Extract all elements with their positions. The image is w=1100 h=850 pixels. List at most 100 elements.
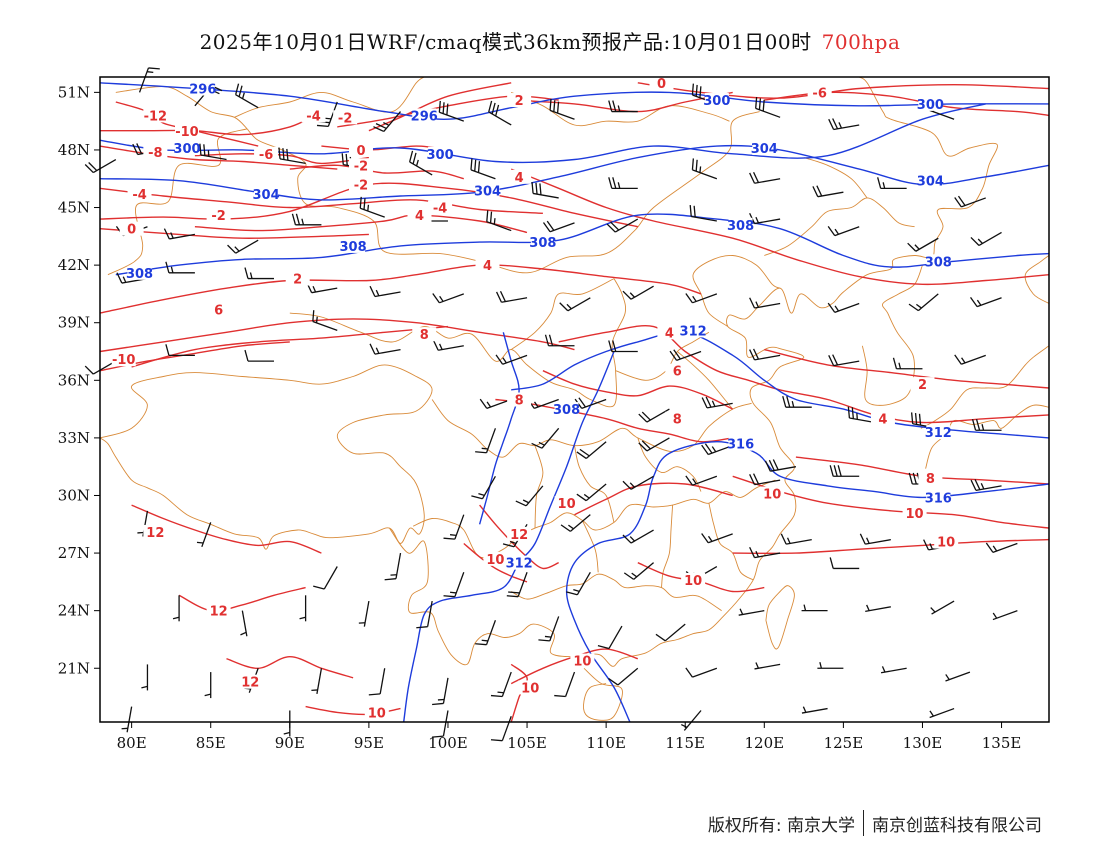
temperature-label: 4: [483, 259, 492, 274]
map-frame: [99, 76, 1050, 723]
wind-barb: [121, 706, 133, 733]
wind-barb-feather: [291, 213, 297, 225]
wind-barb-feather: [910, 412, 914, 424]
wind-barb-staff: [833, 360, 860, 367]
wind-barb-half-feather: [791, 400, 795, 408]
wind-barb: [531, 427, 560, 449]
wind-barb-feather: [488, 100, 493, 113]
wind-barb: [373, 111, 402, 133]
wind-barb-staff: [470, 169, 496, 180]
wind-barb: [438, 100, 465, 122]
temperature-label: -8: [148, 146, 162, 161]
wind-barb-feather: [227, 244, 237, 254]
wind-barb-feather: [416, 626, 428, 629]
wind-barb: [299, 595, 307, 622]
temperature-label-bg: [238, 674, 263, 689]
wind-barb-staff: [929, 707, 955, 719]
wind-barb-feather: [363, 198, 366, 210]
wind-barb: [606, 218, 639, 233]
wind-barb-half-feather: [481, 447, 488, 450]
border-line: [289, 278, 626, 408]
wind-barb-feather: [539, 183, 542, 195]
border-line: [615, 331, 710, 381]
wind-barb-feather: [471, 495, 483, 500]
wind-barb-feather: [612, 100, 617, 112]
border-line: [861, 264, 923, 406]
wind-barb-half-feather: [992, 545, 998, 552]
wind-barb-staff: [488, 111, 512, 126]
wind-barb-feather: [908, 472, 913, 485]
wind-barb-feather: [84, 365, 94, 375]
wind-barb-half-feather: [196, 541, 204, 544]
wind-barb-half-feather: [692, 295, 697, 302]
temperature-label: 10: [368, 706, 386, 721]
height-label-bg: [475, 183, 500, 198]
footer-divider: [863, 810, 864, 836]
temperature-label: 0: [657, 77, 666, 92]
lon-label: 85E: [196, 734, 226, 752]
temperature-label-bg: [918, 471, 943, 486]
height-label: 300: [703, 94, 730, 109]
wind-barb-feather: [782, 396, 787, 408]
wind-barb-staff: [834, 302, 860, 314]
wind-barb-feather: [610, 221, 620, 231]
wind-barb-half-feather: [486, 401, 492, 408]
wind-barb: [495, 354, 528, 365]
wind-barb-half-feather: [566, 303, 572, 310]
wind-barb: [409, 150, 433, 176]
wind-barb-half-feather: [631, 572, 638, 578]
height-label-bg: [174, 141, 199, 156]
wind-barb-feather: [345, 153, 348, 166]
temperature-label: 2: [918, 378, 927, 393]
lon-label: 125E: [824, 734, 864, 752]
wind-barb-staff: [754, 479, 781, 486]
wind-barb-staff: [241, 610, 248, 637]
wind-barb: [531, 182, 559, 199]
wind-barb-feather: [829, 557, 834, 569]
wind-barb-feather: [752, 348, 760, 360]
wind-barb-feather: [985, 542, 994, 553]
wind-barb-feather: [560, 524, 571, 532]
height-label-bg: [704, 93, 729, 108]
height-label: 308: [727, 219, 754, 234]
temperature-label-bg: [143, 524, 168, 539]
wind-barb: [432, 710, 449, 738]
wind-barb: [970, 296, 1002, 308]
wind-barb-half-feather: [240, 631, 247, 636]
height-label-bg: [530, 235, 555, 250]
wind-barb: [623, 562, 655, 580]
border-line: [677, 351, 734, 410]
wind-barb-feather: [764, 460, 771, 472]
temperature-label: 2: [515, 94, 524, 109]
wind-barb-feather: [556, 101, 560, 114]
wind-barb-staff: [754, 552, 781, 559]
temperature-label: -2: [211, 209, 225, 224]
wind-barb-staff: [442, 710, 449, 737]
wind-barb-staff: [581, 398, 607, 410]
temperature-contour: [479, 504, 559, 570]
lon-label: 110E: [586, 734, 626, 752]
wind-barb-feather: [432, 735, 444, 738]
border-line: [583, 667, 623, 721]
wind-barb: [359, 196, 385, 218]
wind-barb-staff: [502, 354, 528, 365]
temperature-label-bg: [412, 327, 437, 342]
wind-barb-half-feather: [509, 540, 517, 544]
wind-barb-half-feather: [755, 216, 760, 224]
wind-barb-feather: [622, 534, 632, 544]
wind-barb-staff: [961, 197, 986, 208]
height-label: 308: [339, 240, 366, 255]
lon-label: 90E: [275, 734, 305, 752]
wind-barb-half-feather: [146, 71, 154, 73]
height-label: 308: [529, 236, 556, 251]
temperature-contour: [764, 348, 1050, 389]
wind-barb-feather: [701, 444, 709, 455]
wind-barb-staff: [454, 514, 465, 540]
wind-barb-feather: [851, 407, 854, 419]
wind-barb-feather: [816, 185, 823, 197]
wind-barb-staff: [485, 620, 497, 645]
wind-barb-feather: [638, 413, 648, 423]
wind-barb-staff: [383, 111, 402, 132]
wind-barb-staff: [692, 667, 718, 678]
wind-barb-feather: [695, 159, 698, 172]
